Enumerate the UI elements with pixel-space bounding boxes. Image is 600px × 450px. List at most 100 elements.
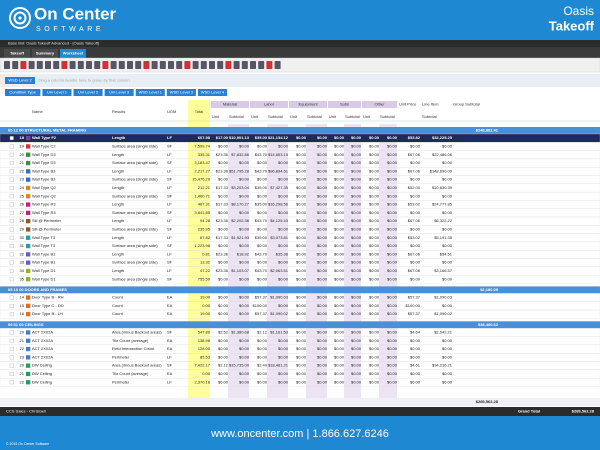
table-row[interactable] [0,309,600,319]
filter-button[interactable] [42,89,72,96]
toolbar-button[interactable] [192,61,199,69]
column-header: Unit [363,114,371,119]
condition-color [26,252,31,257]
toolbar-button[interactable] [200,61,207,69]
group-chip[interactable] [5,77,35,84]
table-row[interactable] [0,377,600,387]
toolbar-button[interactable] [102,61,109,69]
toolbar-button[interactable] [217,61,224,69]
table-row[interactable] [0,274,600,284]
cell: SF [167,210,173,215]
cell: $0.00 [387,202,398,207]
filter-button[interactable] [104,89,134,96]
cell: $0.00 [351,227,362,232]
cell: $0.00 [351,354,362,359]
filter-button[interactable] [197,89,227,96]
cell: $43.70 [255,152,268,157]
toolbar-button[interactable] [176,61,183,69]
cell: 3,841.85 [194,210,210,215]
cell: $43.70 [255,268,268,273]
filter-button[interactable] [5,89,41,96]
tab[interactable] [32,49,58,58]
cell: $0.00 [296,152,307,157]
toolbar-button[interactable] [4,61,10,69]
cell: $16,298.56 [268,202,289,207]
cell: $0.00 [442,371,453,376]
cell: $4.61 [410,363,421,368]
toolbar-button[interactable] [53,61,60,69]
toolbar-button[interactable] [250,61,256,69]
toolbar-button[interactable] [110,61,117,69]
toolbar-button[interactable] [159,61,166,69]
toolbar-button[interactable] [12,61,19,69]
cell: SF [167,243,173,248]
cell: SF [167,260,173,265]
toolbar-button[interactable] [118,61,125,69]
cell: $0.00 [442,346,453,351]
toolbar-button[interactable] [233,61,240,69]
cell: $0.00 [257,160,268,165]
toolbar-button[interactable] [266,61,273,69]
tab[interactable] [60,49,86,58]
toolbar-button[interactable] [69,61,76,69]
filter-button[interactable] [166,89,196,96]
cell: $67.06 [408,268,421,273]
toolbar-button[interactable] [143,61,150,69]
cell: $0.00 [334,177,345,182]
cell: $0.00 [387,379,398,384]
cell: $0.00 [387,144,398,149]
toolbar-button[interactable] [94,61,101,69]
cell: $0.00 [296,168,307,173]
cell: $2,063.51 [270,268,289,273]
cell: $53.02 [408,202,421,207]
subtotal-column-shade [267,124,288,406]
toolbar-button[interactable] [274,61,281,69]
cell: $0.00 [351,311,362,316]
cell: $0.00 [369,311,380,316]
cell: $6,322.22 [434,218,453,223]
cell: $17.33 [216,202,229,207]
cell: 19.00 [200,295,211,300]
filter-button[interactable] [135,89,165,96]
cell: $18.92 [237,251,250,256]
toolbar-button[interactable] [168,61,174,69]
cell: $18,481.21 [268,363,289,368]
cell: $0.00 [296,193,307,198]
toolbar-button[interactable] [45,61,51,69]
cell: $0.00 [334,210,345,215]
cell: Wall Type Q2 [32,185,57,190]
toolbar-button[interactable] [86,61,92,69]
toolbar-button[interactable] [61,61,68,69]
column-header: Results [112,109,125,114]
condition-color [26,227,31,232]
cell: $0.00 [410,144,421,149]
cell: $0.00 [296,235,307,240]
tab[interactable] [4,49,30,58]
toolbar-button[interactable] [151,61,158,69]
cell: $10,901.13 [229,135,250,140]
cell: $0.00 [387,303,398,308]
toolbar-button[interactable] [77,61,84,69]
toolbar-button[interactable] [20,61,27,69]
cell: $0.00 [296,311,307,316]
toolbar-button[interactable] [28,61,35,69]
cell: $0.00 [334,185,345,190]
cell: $0.00 [334,354,345,359]
toolbar-button[interactable] [241,61,248,69]
cell: $0.00 [257,371,268,376]
cell: $0.00 [317,243,328,248]
cell: $2,542.21 [434,330,453,335]
toolbar-button[interactable] [258,61,265,69]
toolbar-button[interactable] [36,61,43,69]
toolbar-button[interactable] [127,61,133,69]
cell: Wall Type R3 [32,210,56,215]
cell: $0.00 [351,363,362,368]
toolbar-button[interactable] [135,61,142,69]
cell: LF [167,135,172,140]
toolbar-button[interactable] [225,61,232,69]
filter-button[interactable] [73,89,103,96]
toolbar-button[interactable] [184,61,191,69]
expand-box [9,152,14,157]
toolbar-button[interactable] [209,61,215,69]
cell: $0.00 [334,218,345,223]
